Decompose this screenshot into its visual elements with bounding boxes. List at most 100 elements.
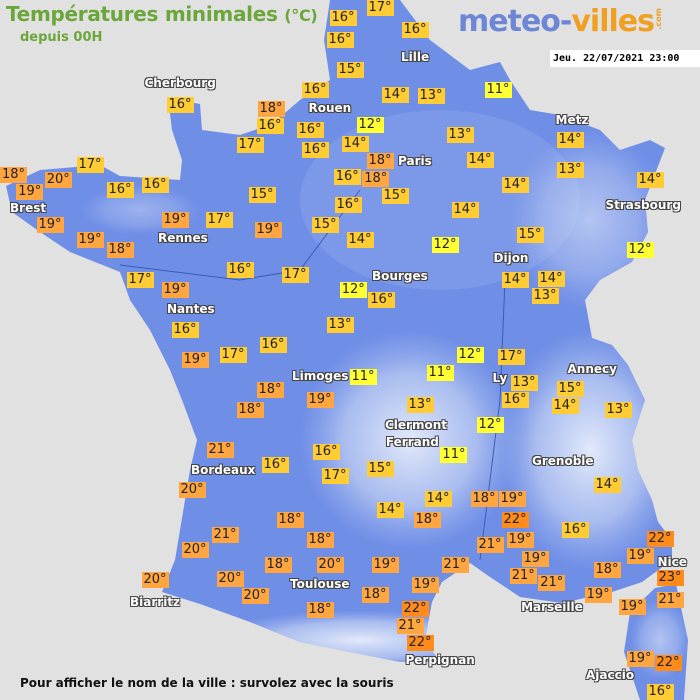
temperature-marker[interactable]: 13° bbox=[531, 288, 559, 305]
temperature-marker[interactable]: 14° bbox=[381, 87, 409, 103]
temperature-marker[interactable]: 19° bbox=[521, 550, 549, 567]
temperature-marker[interactable]: 16° bbox=[646, 684, 674, 700]
temperature-marker[interactable]: 15° bbox=[381, 188, 409, 205]
temperature-marker[interactable]: 16° bbox=[334, 197, 362, 213]
temperature-marker[interactable]: 19° bbox=[161, 212, 189, 228]
temperature-marker[interactable]: 19° bbox=[626, 548, 654, 565]
temperature-marker[interactable]: 18° bbox=[264, 557, 292, 573]
temperature-marker[interactable]: 12° bbox=[476, 417, 504, 433]
temperature-marker[interactable]: 18° bbox=[236, 402, 264, 418]
temperature-marker[interactable]: 19° bbox=[371, 557, 399, 573]
temperature-marker[interactable]: 19° bbox=[584, 587, 612, 603]
temperature-marker[interactable]: 16° bbox=[256, 118, 284, 135]
temperature-marker[interactable]: 19° bbox=[618, 599, 646, 615]
temperature-marker[interactable]: 22° bbox=[401, 600, 429, 617]
temperature-marker[interactable]: 18° bbox=[0, 166, 28, 183]
temperature-marker[interactable]: 12° bbox=[626, 242, 654, 258]
temperature-marker[interactable]: 13° bbox=[556, 162, 584, 178]
temperature-marker[interactable]: 18° bbox=[362, 170, 390, 187]
temperature-marker[interactable]: 18° bbox=[361, 587, 389, 603]
temperature-marker[interactable]: 21° bbox=[211, 527, 239, 543]
temperature-marker[interactable]: 16° bbox=[166, 97, 194, 113]
temperature-marker[interactable]: 19° bbox=[161, 282, 189, 298]
temperature-marker[interactable]: 20° bbox=[44, 172, 72, 188]
temperature-marker[interactable]: 12° bbox=[339, 282, 367, 298]
temperature-marker[interactable]: 19° bbox=[181, 352, 209, 368]
temperature-marker[interactable]: 17° bbox=[366, 0, 394, 16]
temperature-marker[interactable]: 15° bbox=[248, 187, 276, 203]
temperature-marker[interactable]: 23° bbox=[656, 570, 684, 587]
temperature-marker[interactable]: 19° bbox=[254, 222, 282, 238]
temperature-marker[interactable]: 19° bbox=[36, 217, 64, 233]
temperature-marker[interactable]: 16° bbox=[368, 292, 396, 308]
temperature-marker[interactable]: 16° bbox=[329, 10, 357, 26]
temperature-marker[interactable]: 15° bbox=[366, 461, 394, 477]
temperature-marker[interactable]: 17° bbox=[321, 468, 349, 484]
temperature-marker[interactable]: 12° bbox=[431, 237, 459, 253]
temperature-marker[interactable]: 21° bbox=[538, 575, 566, 591]
temperature-marker[interactable]: 14° bbox=[346, 232, 374, 248]
meteo-villes-logo[interactable]: meteo-villes.com bbox=[458, 4, 663, 39]
temperature-marker[interactable]: 15° bbox=[336, 62, 364, 78]
temperature-marker[interactable]: 18° bbox=[366, 153, 394, 170]
temperature-marker[interactable]: 15° bbox=[311, 217, 339, 233]
temperature-marker[interactable]: 14° bbox=[466, 152, 494, 168]
temperature-marker[interactable]: 14° bbox=[551, 398, 579, 415]
temperature-marker[interactable]: 13° bbox=[510, 375, 538, 391]
temperature-marker[interactable]: 17° bbox=[219, 347, 247, 363]
temperature-marker[interactable]: 19° bbox=[506, 532, 534, 548]
temperature-marker[interactable]: 14° bbox=[451, 202, 479, 218]
temperature-marker[interactable]: 18° bbox=[593, 562, 621, 578]
temperature-marker[interactable]: 17° bbox=[236, 137, 264, 153]
temperature-marker[interactable]: 20° bbox=[181, 542, 209, 558]
temperature-marker[interactable]: 18° bbox=[470, 491, 498, 507]
temperature-marker[interactable]: 17° bbox=[126, 272, 154, 288]
temperature-marker[interactable]: 14° bbox=[501, 272, 529, 288]
temperature-marker[interactable]: 14° bbox=[341, 135, 369, 152]
temperature-marker[interactable]: 21° bbox=[396, 617, 424, 634]
temperature-marker[interactable]: 16° bbox=[401, 22, 429, 38]
temperature-marker[interactable]: 18° bbox=[413, 512, 441, 528]
temperature-marker[interactable]: 14° bbox=[424, 491, 452, 507]
temperature-marker[interactable]: 14° bbox=[593, 477, 621, 493]
temperature-marker[interactable]: 16° bbox=[171, 322, 199, 338]
temperature-marker[interactable]: 13° bbox=[604, 402, 632, 418]
temperature-marker[interactable]: 15° bbox=[516, 227, 544, 243]
temperature-marker[interactable]: 18° bbox=[306, 602, 334, 618]
temperature-marker[interactable]: 16° bbox=[261, 457, 289, 473]
temperature-marker[interactable]: 21° bbox=[509, 568, 537, 585]
temperature-marker[interactable]: 22° bbox=[406, 635, 434, 652]
temperature-marker[interactable]: 19° bbox=[76, 232, 104, 248]
temperature-marker[interactable]: 17° bbox=[76, 157, 104, 173]
temperature-marker[interactable]: 20° bbox=[241, 588, 269, 605]
temperature-marker[interactable]: 15° bbox=[556, 380, 584, 397]
temperature-marker[interactable]: 22° bbox=[501, 512, 529, 528]
temperature-marker[interactable]: 16° bbox=[226, 262, 254, 278]
temperature-marker[interactable]: 21° bbox=[656, 592, 684, 608]
temperature-marker[interactable]: 13° bbox=[326, 317, 354, 333]
temperature-marker[interactable]: 22° bbox=[646, 530, 674, 547]
temperature-marker[interactable]: 14° bbox=[537, 270, 565, 287]
temperature-marker[interactable]: 21° bbox=[206, 442, 234, 458]
temperature-marker[interactable]: 20° bbox=[216, 570, 244, 587]
temperature-marker[interactable]: 14° bbox=[556, 132, 584, 148]
temperature-marker[interactable]: 13° bbox=[446, 127, 474, 143]
temperature-marker[interactable]: 17° bbox=[281, 267, 309, 283]
temperature-marker[interactable]: 17° bbox=[205, 212, 233, 228]
temperature-marker[interactable]: 22° bbox=[654, 655, 682, 671]
temperature-marker[interactable]: 18° bbox=[276, 512, 304, 528]
temperature-marker[interactable]: 18° bbox=[106, 242, 134, 258]
temperature-marker[interactable]: 16° bbox=[312, 444, 340, 460]
temperature-marker[interactable]: 16° bbox=[106, 182, 134, 198]
temperature-marker[interactable]: 16° bbox=[296, 122, 324, 138]
temperature-marker[interactable]: 19° bbox=[626, 650, 654, 667]
temperature-marker[interactable]: 11° bbox=[440, 447, 468, 463]
temperature-marker[interactable]: 20° bbox=[316, 557, 344, 573]
temperature-marker[interactable]: 16° bbox=[501, 392, 529, 408]
temperature-marker[interactable]: 16° bbox=[561, 522, 589, 538]
temperature-marker[interactable]: 11° bbox=[349, 369, 377, 385]
temperature-marker[interactable]: 14° bbox=[501, 177, 529, 193]
temperature-marker[interactable]: 16° bbox=[333, 169, 361, 185]
temperature-marker[interactable]: 16° bbox=[141, 177, 169, 193]
temperature-marker[interactable]: 19° bbox=[16, 184, 44, 201]
